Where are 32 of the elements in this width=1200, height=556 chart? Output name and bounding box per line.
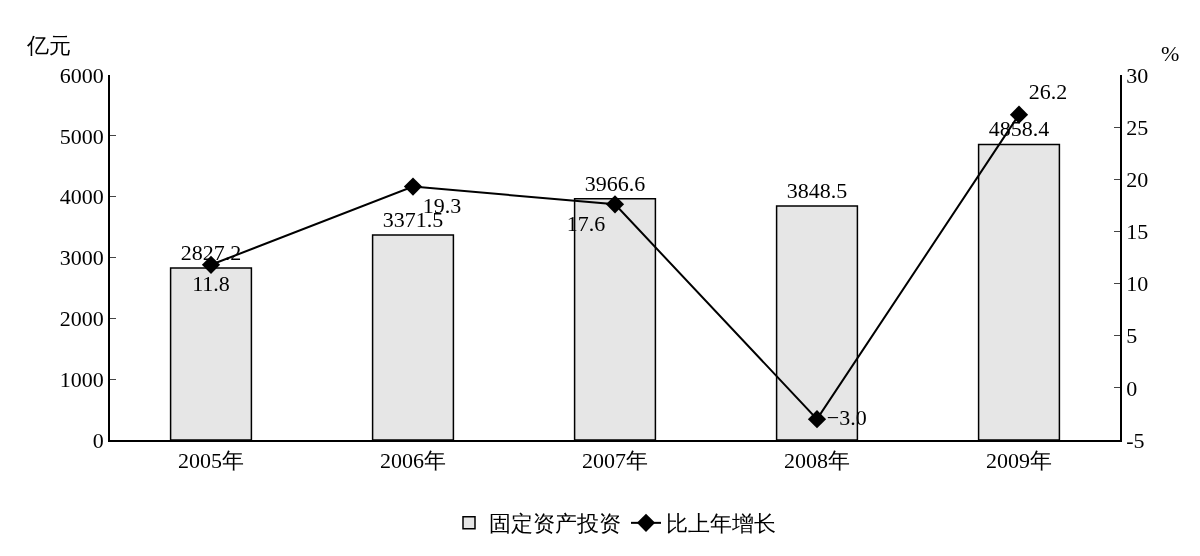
y2-tick-label: 5 [1126,323,1138,349]
data-label: 26.2 [1028,79,1068,105]
y-tick-label: 3000 [59,245,104,271]
y2-tick-label: 15 [1126,219,1149,245]
data-label: 3966.6 [584,170,646,196]
x-tick-label: 2009年 [986,448,1052,474]
y-tick-label: 1000 [59,366,104,392]
y-axis-title: 亿元 [26,33,71,58]
y2-tick-label: 25 [1126,114,1149,140]
point [403,177,423,196]
data-label: 11.8 [192,271,230,297]
data-label: 3848.5 [786,177,848,203]
point [807,410,827,429]
y2-tick-label: 0 [1126,375,1138,401]
y2-tick-label: 10 [1126,271,1149,297]
y-tick-label: 4000 [59,184,104,210]
x-tick-label: 2005年 [178,448,244,474]
data-label: 2827.2 [180,240,242,266]
point [605,195,625,214]
y2-axis-title: % [1161,41,1180,66]
legend-label: 固定资产投资 [489,511,621,537]
y2-tick-label: -5 [1126,427,1145,453]
y2-tick-label: 20 [1126,166,1149,192]
legend-label: 比上年增长 [666,511,776,537]
x-tick-label: 2006年 [380,448,446,474]
y-tick-label: 6000 [59,62,104,88]
y-tick-label: 2000 [59,306,104,332]
y-tick-label: 5000 [59,123,104,149]
y-tick-label: 0 [92,427,104,453]
x-tick-label: 2008年 [784,448,850,474]
x-tick-label: 2007年 [582,448,648,474]
y2-tick-label: 30 [1126,62,1149,88]
